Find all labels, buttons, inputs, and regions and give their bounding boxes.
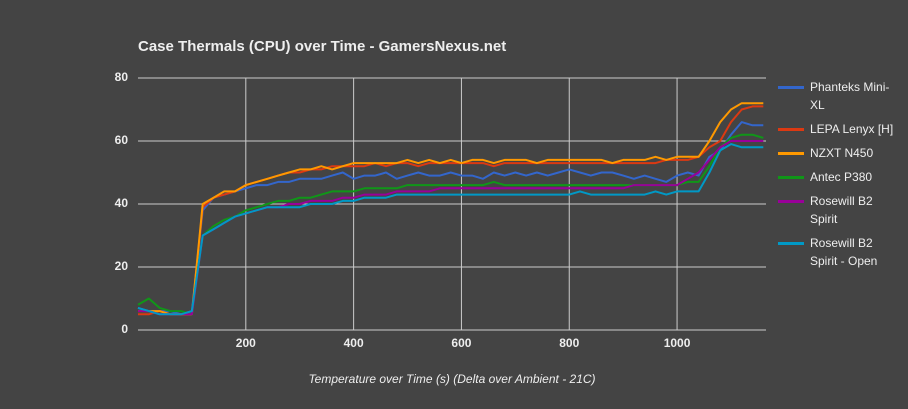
y-tick-label: 20 bbox=[115, 259, 129, 273]
y-tick-label: 60 bbox=[115, 133, 129, 147]
legend-item: Rosewill B2 Spirit - Open bbox=[778, 234, 903, 270]
legend-item: NZXT N450 bbox=[778, 144, 903, 162]
legend: Phanteks Mini-XL LEPA Lenyx [H] NZXT N450 A… bbox=[778, 78, 903, 276]
legend-label: LEPA Lenyx [H] bbox=[810, 122, 894, 136]
legend-item: Antec P380 bbox=[778, 168, 903, 186]
legend-swatch bbox=[778, 152, 804, 155]
series-line bbox=[137, 143, 764, 316]
y-tick-label: 80 bbox=[115, 70, 129, 84]
x-tick-label: 600 bbox=[451, 336, 471, 350]
x-tick-label: 1000 bbox=[664, 336, 691, 350]
legend-label: Rosewill B2 Spirit - Open bbox=[810, 236, 878, 268]
series-line bbox=[137, 133, 764, 316]
legend-item: LEPA Lenyx [H] bbox=[778, 120, 903, 138]
legend-item: Rosewill B2 Spirit bbox=[778, 192, 903, 228]
x-tick-label: 800 bbox=[559, 336, 579, 350]
series-line bbox=[138, 102, 764, 316]
y-tick-label: 0 bbox=[121, 322, 128, 336]
legend-swatch bbox=[778, 86, 804, 89]
legend-swatch bbox=[778, 176, 804, 179]
chart-title: Case Thermals (CPU) over Time - GamersNe… bbox=[138, 38, 506, 55]
legend-label: Rosewill B2 Spirit bbox=[810, 194, 873, 226]
x-tick-label: 200 bbox=[236, 336, 256, 350]
series-line bbox=[138, 105, 764, 316]
series-line bbox=[138, 140, 764, 316]
legend-label: Antec P380 bbox=[810, 170, 873, 184]
legend-label: NZXT N450 bbox=[810, 146, 874, 160]
y-tick-label: 40 bbox=[115, 196, 129, 210]
legend-swatch bbox=[778, 128, 804, 131]
series-line bbox=[137, 121, 764, 316]
x-tick-label: 400 bbox=[344, 336, 364, 350]
x-axis-title: Temperature over Time (s) (Delta over Am… bbox=[308, 372, 595, 386]
legend-item: Phanteks Mini-XL bbox=[778, 78, 903, 114]
legend-swatch bbox=[778, 242, 804, 245]
legend-label: Phanteks Mini-XL bbox=[810, 80, 890, 112]
legend-swatch bbox=[778, 200, 804, 203]
